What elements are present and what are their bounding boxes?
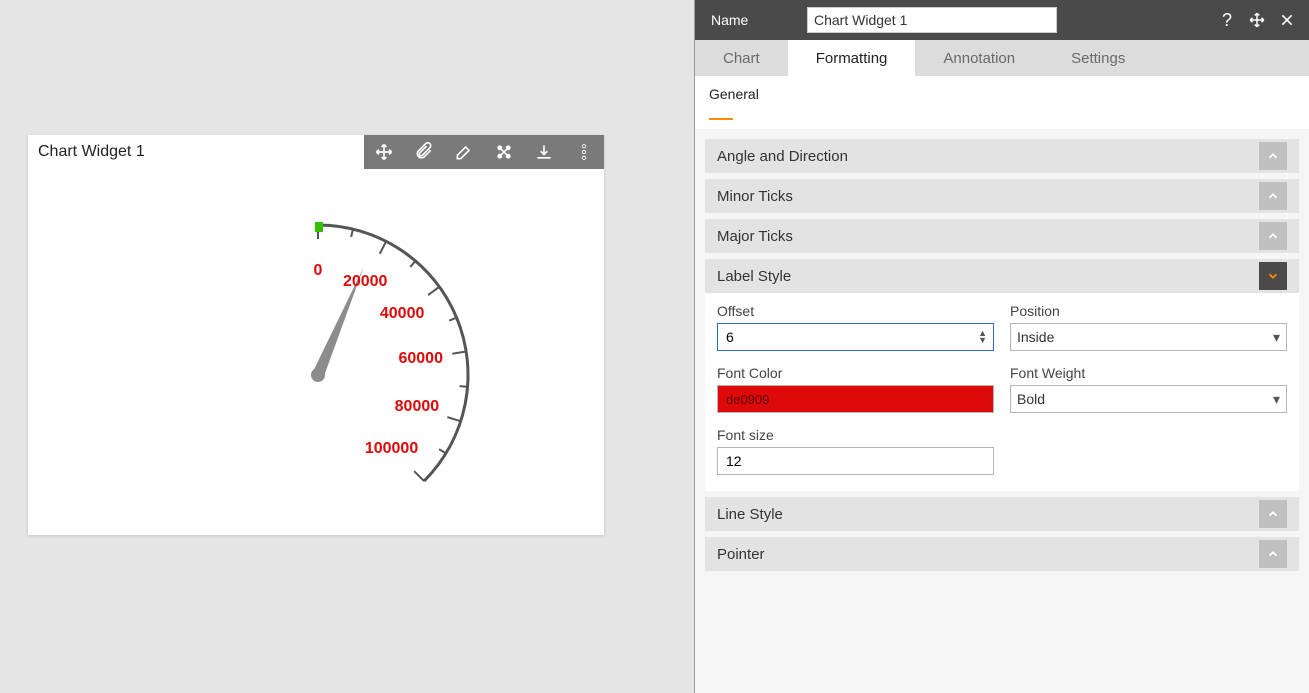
- gauge-tick-label: 40000: [380, 305, 425, 323]
- accordion-head[interactable]: Minor Ticks: [705, 179, 1299, 213]
- widget-header: Chart Widget 1: [28, 135, 604, 169]
- accordion-title: Pointer: [717, 546, 765, 563]
- tab-chart[interactable]: Chart: [695, 40, 788, 76]
- move-icon[interactable]: [364, 135, 404, 169]
- field-offset: Offset ▲▼: [717, 303, 994, 351]
- accordion-line-style: Line Style: [705, 497, 1299, 531]
- accordion-list: Angle and Direction Minor Ticks Major Tick…: [695, 129, 1309, 581]
- widget-toolbar: [364, 135, 604, 169]
- name-input[interactable]: [807, 7, 1057, 33]
- chevron-down-icon[interactable]: [1259, 262, 1287, 290]
- gauge-chart: 0 20000 40000 60000 80000 100000: [28, 169, 604, 535]
- accordion-pointer: Pointer: [705, 537, 1299, 571]
- chart-widget-card: Chart Widget 1: [28, 135, 604, 535]
- offset-input[interactable]: ▲▼: [717, 323, 994, 351]
- accordion-head[interactable]: Angle and Direction: [705, 139, 1299, 173]
- accordion-minor-ticks: Minor Ticks: [705, 179, 1299, 213]
- name-label: Name: [711, 12, 791, 28]
- properties-header: Name ?: [695, 0, 1309, 40]
- offset-label: Offset: [717, 303, 994, 319]
- gauge-tick-label: 60000: [398, 350, 443, 368]
- accordion-angle-and-direction: Angle and Direction: [705, 139, 1299, 173]
- accordion-title: Label Style: [717, 268, 791, 285]
- tab-formatting[interactable]: Formatting: [788, 40, 916, 76]
- accordion-head[interactable]: Label Style: [705, 259, 1299, 293]
- accordion-title: Line Style: [717, 506, 783, 523]
- accordion-title: Minor Ticks: [717, 188, 793, 205]
- properties-panel: Name ? ChartFormattingAnnotationSettings…: [694, 0, 1309, 693]
- move-panel-icon[interactable]: [1247, 10, 1267, 30]
- fontsize-input[interactable]: [717, 447, 994, 475]
- accordion-title: Major Ticks: [717, 228, 793, 245]
- field-position: Position Inside ▾: [1010, 303, 1287, 351]
- position-select[interactable]: Inside ▾: [1010, 323, 1287, 351]
- position-label: Position: [1010, 303, 1287, 319]
- fontweight-label: Font Weight: [1010, 365, 1287, 381]
- fontweight-select[interactable]: Bold ▾: [1010, 385, 1287, 413]
- gauge-tick-label: 80000: [395, 398, 440, 416]
- accordion-head[interactable]: Pointer: [705, 537, 1299, 571]
- chevron-up-icon[interactable]: [1259, 540, 1287, 568]
- chevron-down-icon: ▾: [1273, 329, 1280, 346]
- close-icon[interactable]: [1277, 10, 1297, 30]
- chevron-up-icon[interactable]: [1259, 182, 1287, 210]
- accordion-head[interactable]: Line Style: [705, 497, 1299, 531]
- section-general: General: [695, 76, 1309, 129]
- field-fontweight: Font Weight Bold ▾: [1010, 365, 1287, 413]
- stepper-icon[interactable]: ▲▼: [978, 330, 987, 344]
- attach-icon[interactable]: [404, 135, 444, 169]
- help-icon[interactable]: ?: [1217, 10, 1237, 30]
- widget-title: Chart Widget 1: [28, 143, 145, 161]
- tab-annotation[interactable]: Annotation: [915, 40, 1043, 76]
- edit-icon[interactable]: [444, 135, 484, 169]
- section-title: General: [709, 86, 759, 102]
- accordion-label-style: Label Style Offset ▲▼ Position Inside ▾ …: [705, 259, 1299, 491]
- gauge-svg: [28, 169, 604, 535]
- accordion-title: Angle and Direction: [717, 148, 848, 165]
- accordion-major-ticks: Major Ticks: [705, 219, 1299, 253]
- accordion-body: Offset ▲▼ Position Inside ▾ Font Color d…: [705, 293, 1299, 491]
- gauge-tick-label: 100000: [365, 440, 418, 458]
- gauge-tick-label: 20000: [343, 273, 388, 291]
- accordion-head[interactable]: Major Ticks: [705, 219, 1299, 253]
- tab-settings[interactable]: Settings: [1043, 40, 1153, 76]
- more-icon[interactable]: [564, 135, 604, 169]
- field-fontcolor: Font Color de0909: [717, 365, 994, 413]
- fontcolor-label: Font Color: [717, 365, 994, 381]
- field-fontsize: Font size: [717, 427, 994, 475]
- fontsize-label: Font size: [717, 427, 994, 443]
- chevron-up-icon[interactable]: [1259, 142, 1287, 170]
- chevron-up-icon[interactable]: [1259, 500, 1287, 528]
- canvas-area: Chart Widget 1: [0, 0, 694, 693]
- chevron-down-icon: ▾: [1273, 391, 1280, 408]
- fontcolor-input[interactable]: de0909: [717, 385, 994, 413]
- gauge-tick-label: 0: [314, 262, 323, 280]
- download-icon[interactable]: [524, 135, 564, 169]
- tab-bar: ChartFormattingAnnotationSettings: [695, 40, 1309, 76]
- chevron-up-icon[interactable]: [1259, 222, 1287, 250]
- tools-icon[interactable]: [484, 135, 524, 169]
